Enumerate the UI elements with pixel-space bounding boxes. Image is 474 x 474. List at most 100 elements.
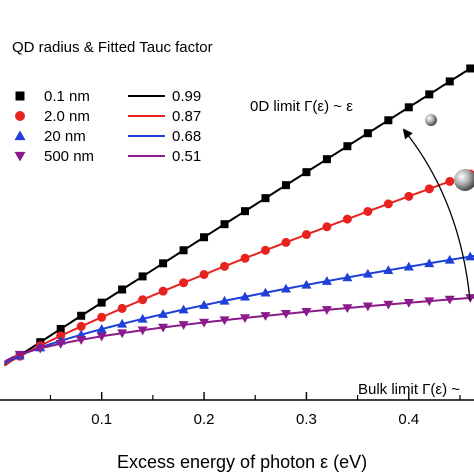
legend-label-1: 2.0 nm [44,108,90,125]
x-tick-label: 0.1 [91,411,112,428]
data-point-series-3-11 [240,314,250,323]
data-point-series-0-10 [220,220,229,229]
data-point-series-0-5 [118,285,127,294]
data-point-series-1-2 [56,331,66,341]
data-point-series-3-9 [199,318,210,328]
data-point-series-1-3 [76,321,86,331]
legend-label-3: 500 nm [44,148,94,165]
data-point-series-3-4 [96,332,107,342]
data-point-series-0-11 [241,207,249,216]
data-point-series-1-4 [97,312,107,322]
data-point-series-0-6 [138,272,147,281]
data-point-series-1-10 [220,261,230,271]
data-point-series-2-20 [424,258,435,268]
data-point-series-2-5 [117,318,128,328]
legend-title: QD radius & Fitted Tauc factor [12,39,213,56]
data-point-series-2-4 [96,324,107,333]
data-point-series-2-19 [403,261,414,271]
data-point-series-2-7 [158,309,169,318]
x-tick-label: 0.2 [194,411,215,428]
data-point-series-2-9 [199,300,210,309]
data-point-series-3-18 [383,300,394,310]
data-point-series-0-17 [363,129,372,138]
data-point-series-2-21 [444,254,455,264]
data-point-series-2-10 [219,295,230,305]
data-point-series-1-12 [260,245,270,255]
data-point-series-0-22 [466,64,474,73]
data-point-series-1-14 [301,230,311,240]
legend-rows: 0.1 nm 0.99 2.0 nm 0.87 20 nm 0.68 500 nm 0.51 [14,88,201,165]
data-point-series-2-12 [260,287,271,297]
data-point-series-0-12 [261,194,270,203]
legend-fit-1: 0.87 [172,108,201,125]
data-point-series-3-20 [424,297,435,307]
data-point-series-2-17 [362,268,373,278]
legend-label-2: 20 nm [44,128,86,145]
data-point-series-2-16 [342,272,353,282]
x-ticks: 0.1 0.2 0.3 0.4 [49,392,461,428]
data-point-series-1-15 [322,222,332,232]
data-point-series-3-8 [178,321,189,330]
data-point-series-3-14 [301,308,312,317]
data-point-series-1-11 [240,253,250,263]
data-point-series-0-14 [302,168,311,177]
data-point-series-3-1 [35,344,46,354]
data-point-series-3-12 [260,312,271,321]
data-point-series-3-5 [117,329,128,339]
data-point-series-3-21 [444,295,455,305]
data-point-series-0-15 [322,155,331,164]
data-point-series-1-19 [404,191,414,201]
markers [14,64,474,361]
data-point-series-2-22 [465,251,474,261]
data-point-series-3-6 [137,326,148,336]
legend-fit-3: 0.51 [172,148,201,165]
transition-arrow [402,128,471,301]
data-point-series-1-5 [117,303,127,313]
data-point-series-0-21 [445,77,454,86]
data-point-series-2-6 [137,313,148,323]
data-point-series-1-13 [281,237,291,247]
data-point-series-2-13 [280,283,291,293]
data-point-series-0-7 [159,259,168,268]
data-point-series-3-15 [321,306,332,315]
legend-marker-2 [14,130,26,141]
legend-marker-0 [15,91,25,101]
annotation-0d-limit: 0D limit Γ(ε) ~ ε [250,98,353,115]
legend-fit-2: 0.68 [172,128,201,145]
data-point-series-2-8 [178,304,189,314]
data-point-series-0-19 [404,103,413,112]
data-point-series-1-6 [138,295,148,305]
legend: QD radius & Fitted Tauc factor 0.1 nm 0.9… [12,39,213,165]
data-point-series-0-3 [77,311,86,320]
data-point-series-0-16 [343,142,352,151]
data-point-series-1-8 [179,278,189,288]
data-point-series-1-9 [199,270,209,280]
data-point-series-3-16 [342,304,353,314]
data-point-series-3-13 [280,310,291,319]
data-point-series-1-7 [158,286,168,296]
data-point-series-3-19 [403,299,414,308]
x-tick-label: 0.4 [398,411,419,428]
data-point-series-0-4 [97,298,106,307]
data-point-series-3-3 [76,336,87,345]
data-point-series-0-9 [200,233,209,242]
legend-marker-3 [14,151,26,162]
data-point-series-3-17 [362,302,373,312]
data-point-series-3-2 [55,340,66,349]
data-point-series-1-21 [445,176,455,186]
data-point-series-3-0 [14,350,25,360]
data-point-series-2-11 [240,291,250,301]
data-point-series-2-15 [321,276,332,285]
data-point-series-1-20 [424,184,434,194]
fit-line-series-2 [3,254,474,365]
legend-marker-1 [15,111,25,121]
legend-label-0: 0.1 nm [44,88,90,105]
annotation-bulk-limit: Bulk limit Γ(ε) ~ [358,381,460,398]
data-point-series-1-16 [342,214,352,224]
data-point-series-0-18 [384,116,393,125]
data-point-series-0-2 [56,324,65,333]
data-point-series-3-10 [219,316,230,326]
x-tick-label: 0.3 [296,411,317,428]
data-point-series-1-17 [363,206,373,216]
